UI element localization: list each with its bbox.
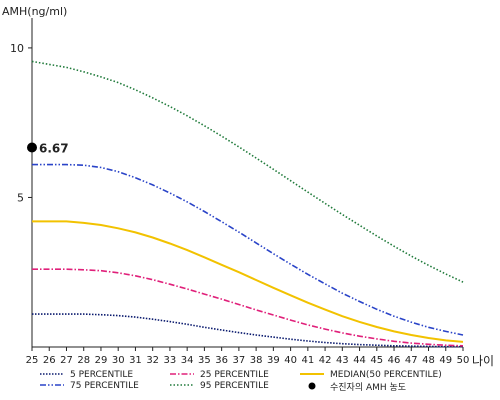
series-line-2 bbox=[32, 220, 464, 343]
x-tick-label: 32 bbox=[146, 355, 159, 366]
y-ticks: 5 10 bbox=[10, 42, 32, 204]
x-tick-label: 40 bbox=[284, 355, 297, 366]
x-tick-label: 31 bbox=[129, 355, 142, 366]
series-line-0 bbox=[32, 313, 463, 348]
x-tick-label: 35 bbox=[198, 355, 211, 366]
y-axis-label: AMH(ng/ml) bbox=[2, 5, 67, 18]
x-tick-label: 44 bbox=[353, 355, 366, 366]
y-tick-label: 5 bbox=[17, 191, 24, 204]
x-tick-label: 25 bbox=[26, 355, 39, 366]
x-tick-label: 50 bbox=[457, 355, 470, 366]
patient-marker-dot bbox=[27, 142, 37, 153]
legend-label: 5 PERCENTILE bbox=[70, 370, 133, 380]
x-tick-label: 42 bbox=[319, 355, 332, 366]
x-tick-label: 27 bbox=[60, 355, 73, 366]
x-tick-label: 29 bbox=[95, 355, 108, 366]
x-tick-label: 33 bbox=[164, 355, 177, 366]
x-tick-label: 39 bbox=[267, 355, 280, 366]
legend: 5 PERCENTILE 25 PERCENTILE MEDIAN(50 PERCE… bbox=[40, 370, 442, 393]
x-axis-label: 나이 bbox=[472, 354, 494, 368]
x-tick-label: 43 bbox=[336, 355, 349, 366]
x-tick-label: 48 bbox=[422, 355, 435, 366]
x-tick-label: 46 bbox=[388, 355, 401, 366]
y-tick-label: 10 bbox=[10, 42, 24, 55]
legend-label: MEDIAN(50 PERCENTILE) bbox=[330, 370, 442, 380]
series-line-3 bbox=[32, 163, 464, 336]
patient-marker-label: 6.67 bbox=[39, 142, 69, 156]
legend-label: 25 PERCENTILE bbox=[200, 370, 269, 380]
x-tick-label: 38 bbox=[250, 355, 263, 366]
x-tick-label: 26 bbox=[43, 355, 56, 366]
x-tick-label: 49 bbox=[439, 355, 452, 366]
legend-label: 75 PERCENTILE bbox=[70, 381, 139, 391]
x-tick-label: 30 bbox=[112, 355, 125, 366]
patient-marker: 6.67 bbox=[27, 142, 69, 156]
x-tick-label: 36 bbox=[215, 355, 228, 366]
legend-marker-dot bbox=[308, 382, 316, 390]
x-tick-label: 28 bbox=[77, 355, 90, 366]
x-tick-label: 34 bbox=[181, 355, 194, 366]
series-line-4 bbox=[31, 60, 464, 283]
x-tick-label: 45 bbox=[370, 355, 383, 366]
legend-label: 95 PERCENTILE bbox=[200, 381, 269, 391]
x-tick-label: 47 bbox=[405, 355, 418, 366]
x-tick-label: 41 bbox=[301, 355, 314, 366]
series-lines bbox=[31, 60, 464, 348]
x-tick-label: 37 bbox=[233, 355, 246, 366]
x-ticks: 25 26 27 28 29 30 31 32 33 34 35 36 37 38 39 40 41 42 43 44… bbox=[26, 347, 470, 366]
series-line-1 bbox=[32, 268, 464, 347]
legend-label: 수진자의 AMH 농도 bbox=[330, 382, 406, 393]
